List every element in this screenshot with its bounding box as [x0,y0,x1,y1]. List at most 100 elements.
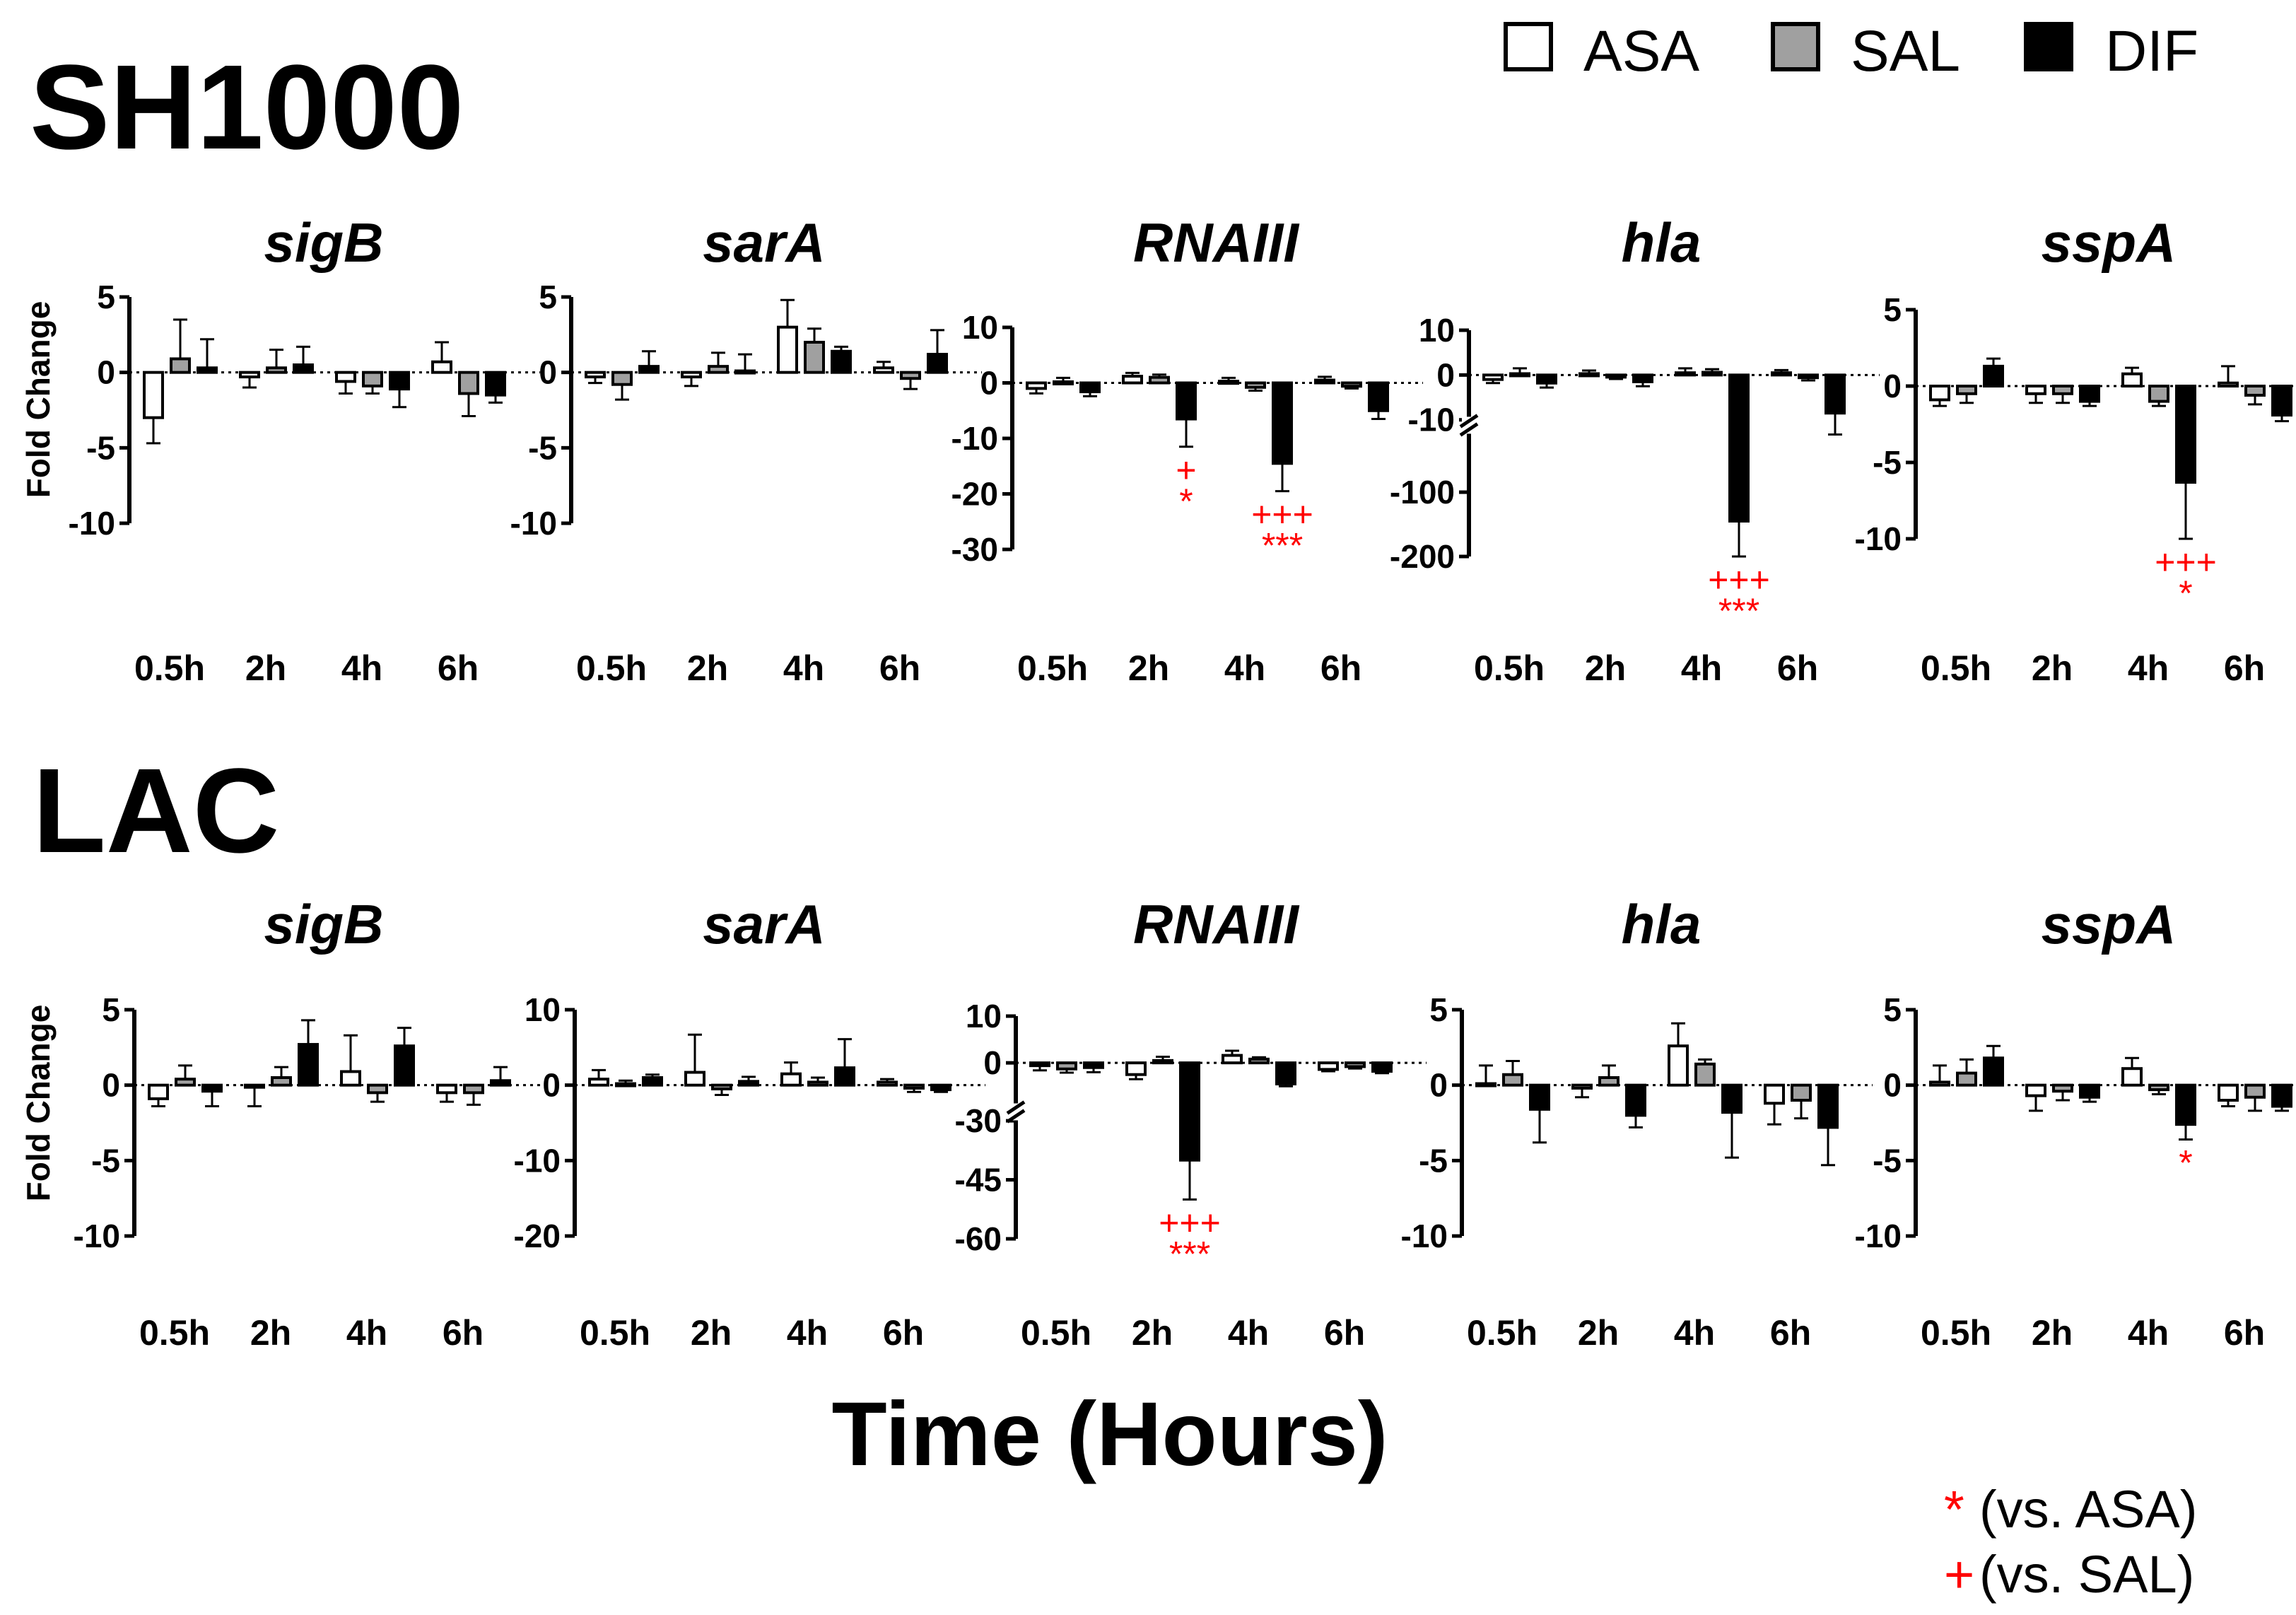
bar-dif-6h [485,371,506,397]
y-tick-label: -5 [86,429,115,466]
bar-sal-6h [1341,381,1362,388]
bar-dif-6h [927,353,948,374]
x-tick-label: 2h [691,1313,732,1353]
bar-dif-6h [1817,1083,1839,1129]
bar-dif-2h [1176,381,1197,421]
bar-sal-0.5h [1056,1061,1077,1071]
bar-asa-2h [684,1071,705,1087]
bar-dif-4h [1721,1083,1742,1114]
y-tick-label: -200 [1390,538,1455,575]
x-tick-label: 4h [1674,1313,1715,1353]
x-tick-label: 0.5h [1474,648,1545,688]
panel-title: sarA [703,893,825,955]
bar-asa-0.5h [1475,1082,1496,1088]
panel-lac-rnaiii: RNAIII 10 0 -30 -45 -60 0.5h 2h 4h 6h +++*** [955,893,1427,1353]
bar-dif-4h [1275,1061,1296,1085]
bar-asa-6h [1318,1061,1339,1071]
bar-asa-4h [335,371,356,383]
legend-label-sal: SAL [1851,19,1960,83]
y-tick-label: 0 [102,1067,120,1104]
x-tick-label: 0.5h [1017,648,1088,688]
x-tick-label: 4h [1681,648,1722,688]
bar-asa-2h [1578,372,1600,378]
x-tick-label: 0.5h [1021,1313,1091,1353]
panel-sh1000-sspa: sspA 5 0 -5 -10 0.5h 2h 4h 6h +++* [1855,211,2296,688]
bar-sal-0.5h [1509,372,1530,378]
x-tick-label: 0.5h [134,648,205,688]
panel-sh1000-rnaiii: RNAIII 10 0 -10 -20 -30 0.5h 2h 4h 6h +* +++*** [951,211,1423,688]
bar-sal-2h [2052,1083,2073,1093]
y-tick-label: -100 [1390,474,1455,511]
legend-swatch-asa [1504,22,1553,71]
bar-asa-4h [1218,380,1239,385]
y-tick-label: 10 [525,991,561,1028]
significance-mark: * [2179,573,2192,613]
y-tick-label: 0 [542,1067,561,1104]
x-tick-label: 4h [787,1313,828,1353]
y-tick-label: -20 [514,1218,561,1254]
y-tick-label: -10 [1855,520,1902,557]
legend-label-asa: ASA [1583,19,1699,83]
bar-sal-4h [362,371,383,387]
bar-sal-6h [1345,1061,1366,1068]
bar-asa-2h [681,371,702,379]
bar-asa-2h [2025,1083,2046,1097]
bar-dif-0.5h [1983,364,2004,387]
panel-title: sarA [703,211,825,274]
bar-sal-2h [1598,1076,1620,1087]
x-tick-label: 2h [2032,1313,2073,1353]
bar-asa-0.5h [143,371,164,419]
bar-dif-2h [734,369,756,375]
x-tick-label: 6h [438,648,479,688]
significance-mark: +++ [1159,1203,1221,1242]
bar-dif-4h [389,371,410,391]
bar-dif-6h [1368,381,1389,412]
axis-break-mark [1459,414,1479,428]
bar-asa-4h [780,1072,802,1087]
bar-asa-2h [2025,385,2046,395]
note-vs-asa: (vs. ASA) [1979,1480,2197,1539]
x-tick-label: 0.5h [1921,1313,1991,1353]
bar-sal-2h [1152,1059,1173,1065]
x-tick-label: 4h [341,648,382,688]
x-tick-label: 2h [1578,1313,1619,1353]
y-tick-label: 5 [1883,291,1902,328]
x-tick-label: 2h [2032,648,2073,688]
x-tick-label: 4h [783,648,824,688]
bar-sal-6h [463,1083,484,1095]
bar-sal-4h [367,1083,388,1095]
bar-sal-6h [1791,1083,1812,1102]
y-tick-label: 0 [539,354,557,391]
bar-sal-6h [2244,385,2266,397]
bar-asa-6h [1314,378,1335,385]
panel-title: sspA [2042,893,2177,955]
bar-sal-4h [1245,381,1266,389]
x-tick-label: 6h [443,1313,484,1353]
y-tick-label: 0 [1883,368,1902,404]
axis-break-gap [1009,1103,1023,1121]
significance-mark: *** [1169,1234,1210,1273]
y-tick-label: 10 [1419,312,1455,349]
x-tick-label: 6h [1324,1313,1365,1353]
bar-dif-4h [394,1044,415,1087]
y-tick-label: -30 [955,1102,1002,1139]
bar-asa-0.5h [585,371,606,379]
bar-dif-0.5h [1079,381,1101,394]
bar-dif-0.5h [1983,1056,2004,1087]
y-tick-label: 5 [1883,991,1902,1028]
bar-asa-6h [1764,1083,1785,1105]
bar-dif-2h [1179,1061,1200,1162]
bar-dif-2h [738,1080,759,1087]
bar-sal-4h [2148,385,2169,403]
bar-asa-0.5h [1482,373,1504,381]
panel-sh1000-sigb: sigB 5 0 -5 -10 0.5h 2h 4h 6h [69,211,540,688]
bar-sal-4h [807,1080,828,1087]
bar-dif-0.5h [201,1083,223,1093]
y-tick-label: -45 [955,1162,1002,1199]
x-tick-label: 6h [2224,1313,2265,1353]
y-tick-label: 0 [980,365,998,402]
y-axis-label-bottom: Fold Change [20,1005,57,1202]
bar-asa-6h [436,1083,457,1095]
bar-asa-6h [2218,381,2239,387]
y-tick-label: 0 [1883,1067,1902,1104]
